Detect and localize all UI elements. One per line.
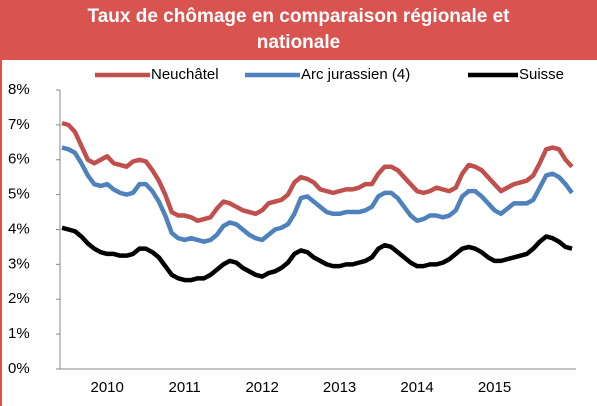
x-tick-label: 2012 <box>245 379 278 396</box>
x-tick-label: 2011 <box>169 379 201 396</box>
chart-title: Taux de chômage en comparaison régionale… <box>0 0 597 60</box>
x-tick-label: 2010 <box>91 379 124 396</box>
y-tick-label: 8% <box>8 81 30 98</box>
y-tick-label: 4% <box>8 220 30 237</box>
y-tick-label: 7% <box>8 116 30 133</box>
legend-label: Suisse <box>519 66 564 83</box>
y-tick-label: 3% <box>8 255 30 272</box>
y-tick-label: 0% <box>8 360 30 377</box>
y-tick-label: 6% <box>8 151 30 168</box>
series-line <box>61 225 573 283</box>
y-tick-label: 2% <box>8 290 30 307</box>
series-line <box>61 145 574 244</box>
legend-label: Arc jurassien (4) <box>301 66 410 83</box>
y-tick-label: 1% <box>8 325 30 342</box>
x-tick-label: 2014 <box>400 379 433 396</box>
x-tick-label: 2013 <box>323 379 356 396</box>
y-tick-label: 5% <box>8 186 30 203</box>
series-line <box>61 120 574 224</box>
x-tick-label: 2015 <box>478 379 511 396</box>
legend-label: Neuchâtel <box>151 66 219 83</box>
